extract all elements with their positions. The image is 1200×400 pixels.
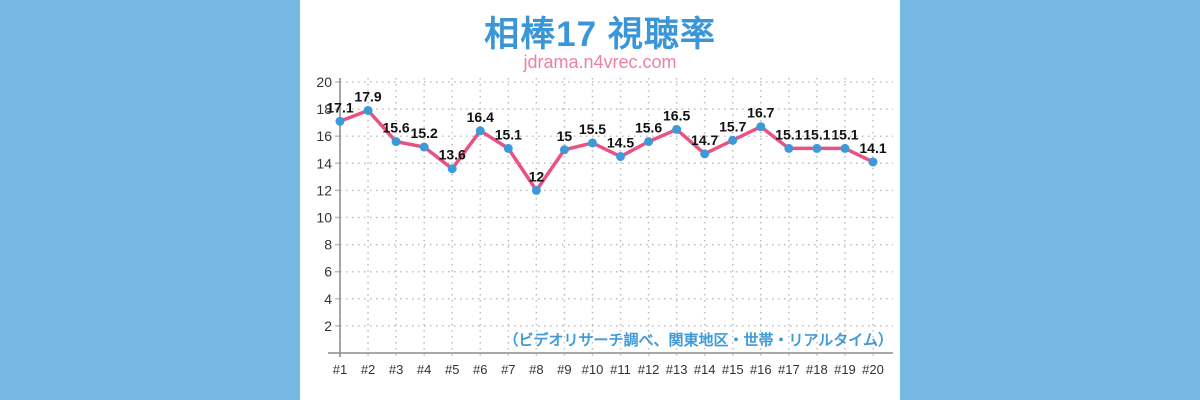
data-point-label: 14.5: [607, 135, 634, 151]
data-point-label: 12: [529, 168, 545, 184]
data-point: [616, 152, 626, 162]
ratings-chart: #1 #2 #3 #4 #5 #6 #7 #8 #9 #10 #11 #12 #13 #14 #15 #16 #…: [316, 74, 893, 377]
x-tick-label: #16: [750, 362, 772, 377]
rating-line: [338, 108, 875, 193]
y-tick-label: 20: [316, 74, 332, 90]
data-point: [784, 143, 794, 153]
x-tick-label: #10: [582, 362, 604, 377]
y-tick-label: 2: [324, 318, 332, 334]
data-point-label: 14.7: [691, 132, 718, 148]
x-tick-label: #3: [389, 362, 403, 377]
x-tick-label: #12: [638, 362, 660, 377]
rating-line-series: [335, 105, 878, 195]
source-note: （ビデオリサーチ調べ、関東地区・世帯・リアルタイム）: [503, 331, 893, 349]
data-point: [447, 164, 457, 174]
x-tick-label: #6: [473, 362, 487, 377]
site-name: jdrama.n4vrec.com: [523, 52, 677, 72]
data-point-label: 15.1: [495, 126, 522, 142]
data-point: [363, 105, 373, 115]
x-tick-label: #15: [722, 362, 744, 377]
data-point-label: 17.1: [326, 99, 353, 115]
data-point: [531, 185, 541, 195]
data-point-label: 17.9: [354, 88, 381, 104]
x-tick-label: #1: [333, 362, 347, 377]
x-tick-label: #20: [862, 362, 884, 377]
gridlines: [335, 78, 893, 358]
y-tick-label: 18: [316, 101, 332, 117]
x-tick-label: #4: [417, 362, 431, 377]
data-point: [503, 143, 513, 153]
data-point: [559, 145, 569, 155]
data-point: [419, 142, 429, 152]
data-point-label: 16.5: [663, 107, 690, 123]
y-tick-label: 10: [316, 210, 332, 226]
data-point-label: 15.2: [411, 125, 438, 141]
data-point: [700, 149, 710, 159]
data-point: [587, 138, 597, 148]
data-point-label: 15.1: [775, 126, 802, 142]
content-panel: #1 #2 #3 #4 #5 #6 #7 #8 #9 #10 #11 #12 #13 #14 #15 #16 #…: [300, 0, 900, 400]
page-title: 相棒17 視聴率: [484, 15, 716, 54]
data-point-label: 14.1: [859, 140, 886, 156]
data-point: [391, 137, 401, 147]
data-point: [756, 122, 766, 132]
data-point: [868, 157, 878, 167]
data-point-label: 15.6: [635, 120, 662, 136]
data-point-label: 15.1: [831, 126, 858, 142]
x-tick-label: #14: [694, 362, 716, 377]
data-point-label: 16.7: [747, 105, 774, 121]
y-tick-label: 14: [316, 155, 332, 171]
data-point: [840, 143, 850, 153]
x-tick-label: #11: [610, 362, 631, 377]
x-tick-label: #18: [806, 362, 828, 377]
data-point-label: 15.7: [719, 118, 746, 134]
data-point-label: 13.6: [439, 147, 466, 163]
y-tick-label: 4: [324, 291, 332, 307]
data-point: [728, 135, 738, 145]
y-tick-label: 6: [324, 264, 332, 280]
data-point: [672, 124, 682, 134]
data-point-label: 15.1: [803, 126, 830, 142]
y-tick-label: 8: [324, 237, 332, 253]
x-tick-label: #5: [445, 362, 459, 377]
y-tick-label: 16: [316, 128, 332, 144]
x-tick-label: #17: [778, 362, 800, 377]
x-tick-label: #13: [666, 362, 688, 377]
axis-tick-labels: #1 #2 #3 #4 #5 #6 #7 #8 #9 #10 #11 #12 #13 #14 #15 #16 #…: [316, 74, 883, 377]
x-tick-label: #8: [529, 362, 543, 377]
x-tick-label: #7: [501, 362, 515, 377]
x-tick-label: #2: [361, 362, 375, 377]
data-point-label: 15.5: [579, 121, 606, 137]
data-point-label: 15: [557, 128, 573, 144]
y-tick-label: 12: [316, 182, 332, 198]
x-tick-label: #19: [834, 362, 856, 377]
data-point-label: 16.4: [467, 109, 494, 125]
data-point: [475, 126, 485, 136]
data-point: [335, 116, 345, 126]
data-point: [644, 137, 654, 147]
x-tick-label: #9: [557, 362, 571, 377]
data-point-label: 15.6: [382, 120, 409, 136]
data-point: [812, 143, 822, 153]
